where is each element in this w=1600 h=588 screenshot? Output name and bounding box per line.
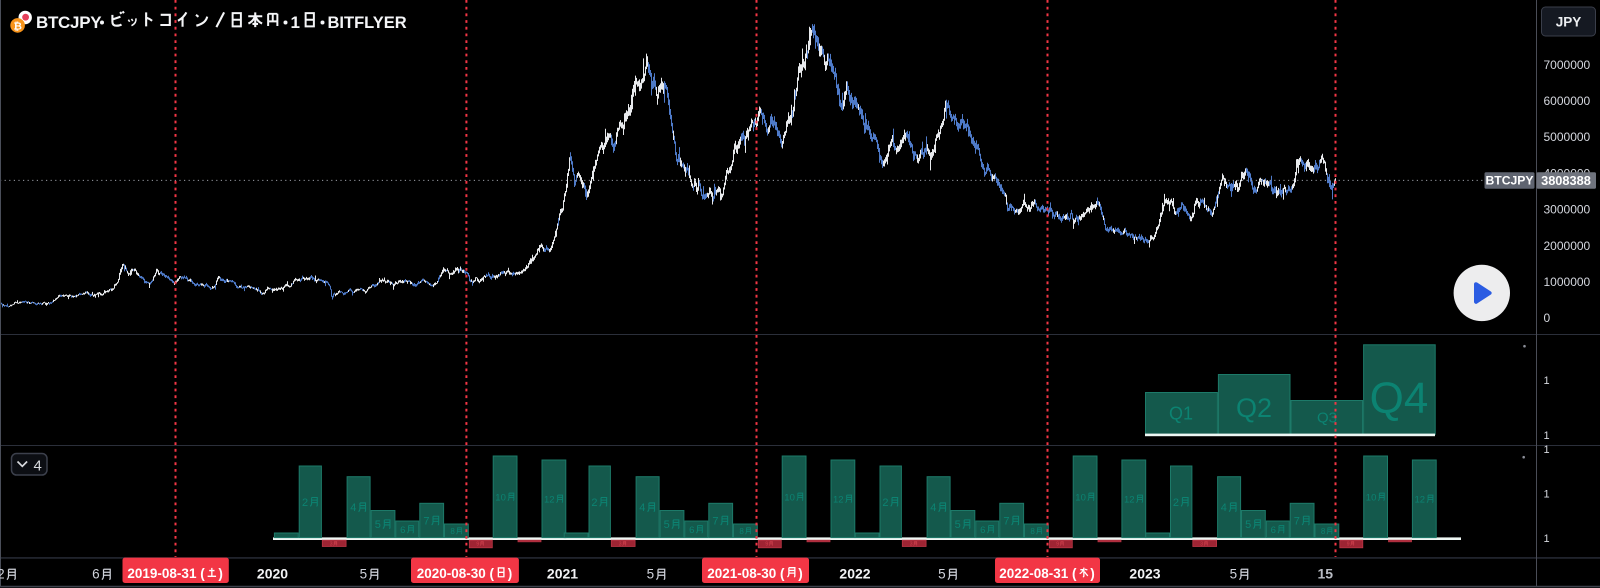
- svg-text:): ): [508, 566, 513, 581]
- svg-text:0: 0: [1544, 311, 1551, 325]
- svg-text:15: 15: [1318, 566, 1334, 582]
- svg-text:8: 8: [739, 527, 744, 536]
- svg-text:7000000: 7000000: [1544, 58, 1591, 72]
- svg-text:3: 3: [1200, 542, 1203, 548]
- svg-text:₿: ₿: [13, 20, 22, 32]
- svg-text:4: 4: [1221, 502, 1227, 514]
- svg-text:3808388: 3808388: [1541, 173, 1591, 188]
- svg-text:1: 1: [291, 13, 300, 32]
- svg-text:2020: 2020: [257, 566, 288, 582]
- svg-text:5: 5: [647, 567, 655, 582]
- svg-text:8: 8: [450, 527, 455, 536]
- svg-text:9: 9: [765, 542, 768, 548]
- svg-text:1000000: 1000000: [1544, 275, 1591, 289]
- svg-text:9: 9: [1056, 542, 1059, 548]
- svg-text:6: 6: [92, 567, 100, 582]
- svg-text:3: 3: [330, 542, 333, 548]
- svg-text:12: 12: [833, 494, 844, 505]
- svg-text:2022-08-31 (: 2022-08-31 (: [999, 566, 1077, 581]
- svg-text:10: 10: [495, 492, 506, 503]
- svg-text:12: 12: [1415, 494, 1426, 505]
- svg-text:3: 3: [619, 542, 622, 548]
- svg-text:10: 10: [1366, 492, 1377, 503]
- svg-text:8: 8: [1321, 527, 1326, 536]
- svg-text:6000000: 6000000: [1544, 94, 1591, 108]
- svg-text:2019-08-31 (: 2019-08-31 (: [127, 566, 205, 581]
- svg-text:BTCJPY: BTCJPY: [36, 13, 102, 32]
- svg-text:3: 3: [910, 542, 913, 548]
- svg-text:): ): [1090, 566, 1095, 581]
- svg-text:2: 2: [302, 497, 308, 509]
- svg-text:1: 1: [1544, 375, 1550, 387]
- svg-text:7: 7: [1294, 516, 1300, 528]
- svg-text:7: 7: [712, 516, 718, 528]
- svg-text:5: 5: [360, 567, 368, 582]
- svg-text:4: 4: [34, 458, 42, 475]
- svg-text:5000000: 5000000: [1544, 130, 1591, 144]
- svg-text:2: 2: [882, 497, 888, 509]
- svg-text:1: 1: [1544, 430, 1550, 442]
- svg-text:12: 12: [1124, 494, 1135, 505]
- svg-text:1: 1: [1544, 533, 1550, 545]
- svg-text:12: 12: [544, 494, 555, 505]
- svg-text:5: 5: [938, 567, 946, 582]
- svg-text:5: 5: [1230, 567, 1238, 582]
- svg-text:10: 10: [1075, 492, 1086, 503]
- svg-text:2: 2: [591, 497, 597, 509]
- svg-text:2000000: 2000000: [1544, 239, 1591, 253]
- svg-text:2: 2: [1173, 497, 1179, 509]
- svg-text:5: 5: [375, 519, 381, 531]
- svg-text:7: 7: [1003, 516, 1009, 528]
- svg-text:BITFLYER: BITFLYER: [328, 14, 407, 32]
- svg-text:): ): [798, 566, 803, 581]
- svg-text:6: 6: [1271, 525, 1276, 536]
- svg-text:2023: 2023: [1129, 566, 1160, 582]
- svg-text:3000000: 3000000: [1544, 203, 1591, 217]
- svg-text:5: 5: [1245, 519, 1251, 531]
- svg-text:2021: 2021: [547, 566, 578, 582]
- svg-text:): ): [218, 566, 223, 581]
- svg-text:2020-08-30 (: 2020-08-30 (: [417, 566, 495, 581]
- svg-text:2022: 2022: [839, 566, 870, 582]
- svg-text:6: 6: [689, 525, 694, 536]
- svg-text:1: 1: [1544, 444, 1550, 456]
- svg-text:1: 1: [1544, 488, 1550, 500]
- svg-text:6: 6: [980, 525, 985, 536]
- svg-text:6: 6: [400, 525, 405, 536]
- svg-text:JPY: JPY: [1556, 15, 1582, 30]
- svg-text:Q1: Q1: [1169, 404, 1193, 424]
- svg-text:2021-08-30 (: 2021-08-30 (: [707, 566, 785, 581]
- svg-text:4: 4: [639, 502, 645, 514]
- svg-text:2: 2: [0, 567, 5, 582]
- svg-text:4: 4: [930, 502, 936, 514]
- svg-text:10: 10: [784, 492, 795, 503]
- svg-text:Q3: Q3: [1317, 410, 1337, 427]
- svg-text:4: 4: [350, 502, 356, 514]
- svg-text:9: 9: [1347, 542, 1350, 548]
- svg-text:8: 8: [1030, 527, 1035, 536]
- svg-text:5: 5: [664, 519, 670, 531]
- svg-text:9: 9: [476, 542, 479, 548]
- svg-text:Q4: Q4: [1370, 374, 1429, 423]
- svg-text:Q2: Q2: [1236, 393, 1272, 423]
- svg-text:BTCJPY: BTCJPY: [1485, 174, 1533, 188]
- svg-text:7: 7: [423, 516, 429, 528]
- svg-text:5: 5: [955, 519, 961, 531]
